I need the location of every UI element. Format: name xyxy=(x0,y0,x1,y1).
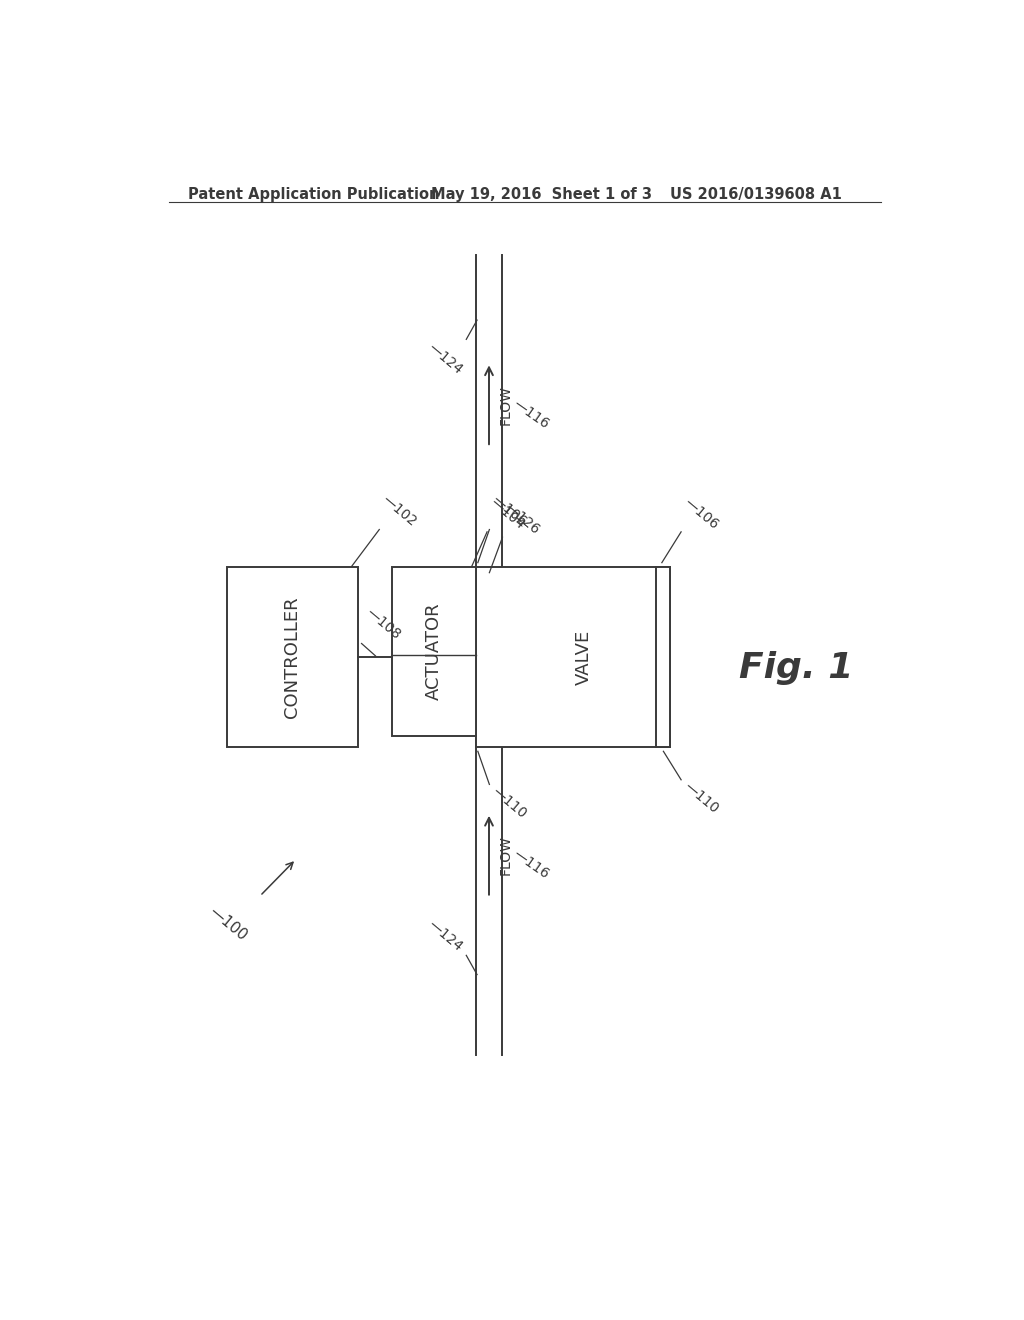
Text: VALVE: VALVE xyxy=(575,630,593,685)
Text: ACTUATOR: ACTUATOR xyxy=(425,602,443,700)
Text: Fig. 1: Fig. 1 xyxy=(739,651,853,685)
Text: CONTROLLER: CONTROLLER xyxy=(284,597,301,718)
Text: —106: —106 xyxy=(489,492,529,529)
Text: —124: —124 xyxy=(425,917,465,954)
Bar xyxy=(226,566,357,747)
Text: US 2016/0139608 A1: US 2016/0139608 A1 xyxy=(670,187,842,202)
Text: —100: —100 xyxy=(207,904,250,944)
Text: —106: —106 xyxy=(681,495,721,532)
Bar xyxy=(392,566,475,737)
Text: —126: —126 xyxy=(503,500,543,537)
Text: May 19, 2016  Sheet 1 of 3: May 19, 2016 Sheet 1 of 3 xyxy=(431,187,652,202)
Bar xyxy=(475,566,670,747)
Text: —116: —116 xyxy=(511,397,552,432)
Text: Patent Application Publication: Patent Application Publication xyxy=(188,187,440,202)
Text: FLOW: FLOW xyxy=(499,836,512,875)
Text: —116: —116 xyxy=(511,847,552,882)
Text: —102: —102 xyxy=(379,494,419,529)
Text: —104: —104 xyxy=(487,495,526,532)
Bar xyxy=(655,566,670,747)
Text: FLOW: FLOW xyxy=(499,385,512,425)
Text: —110: —110 xyxy=(681,780,721,816)
Text: —108: —108 xyxy=(364,606,402,642)
Text: —110: —110 xyxy=(489,784,529,821)
Text: —124: —124 xyxy=(425,341,465,378)
